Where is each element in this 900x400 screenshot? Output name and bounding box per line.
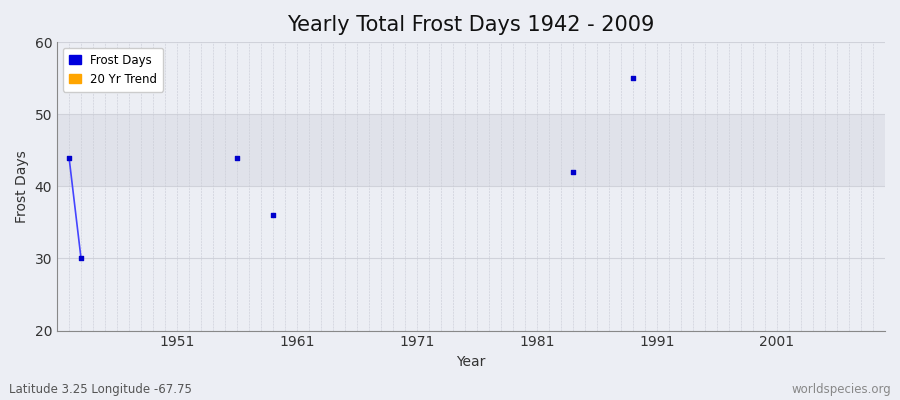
X-axis label: Year: Year: [456, 355, 486, 369]
Text: worldspecies.org: worldspecies.org: [791, 383, 891, 396]
Y-axis label: Frost Days: Frost Days: [15, 150, 29, 223]
Text: Latitude 3.25 Longitude -67.75: Latitude 3.25 Longitude -67.75: [9, 383, 192, 396]
Point: [266, 212, 280, 218]
Legend: Frost Days, 20 Yr Trend: Frost Days, 20 Yr Trend: [63, 48, 163, 92]
Bar: [57, 114, 885, 186]
Point: [230, 154, 244, 161]
Point: [74, 255, 88, 262]
Point: [626, 75, 640, 81]
Title: Yearly Total Frost Days 1942 - 2009: Yearly Total Frost Days 1942 - 2009: [287, 15, 654, 35]
Point: [62, 154, 77, 161]
Point: [566, 169, 580, 175]
